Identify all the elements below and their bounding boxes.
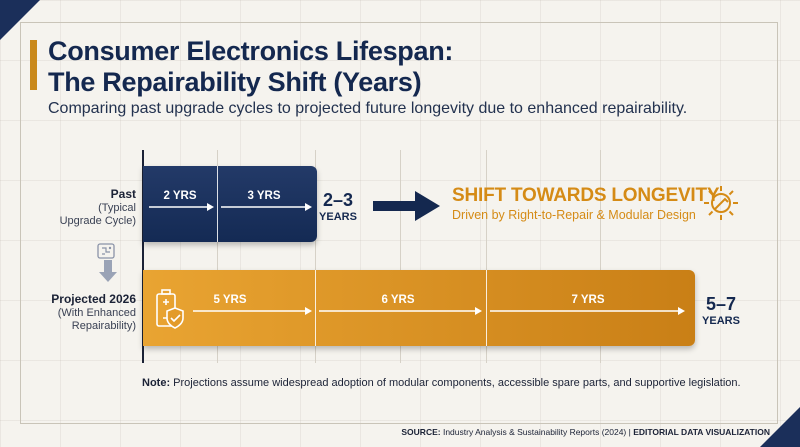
- chart-subtitle: Comparing past upgrade cycles to project…: [48, 100, 688, 117]
- segment-arrow: [193, 307, 312, 315]
- callout-title: SHIFT TOWARDS LONGEVITY: [452, 185, 720, 206]
- gridline: [600, 150, 601, 363]
- tick-label-past-1: 3 YRS: [247, 190, 281, 202]
- range-label-past: 2–3 YEARS: [318, 190, 358, 224]
- bar-past: 2 YRS 3 YRS: [143, 166, 317, 242]
- source-text: Industry Analysis & Sustainability Repor…: [440, 427, 634, 437]
- callout-subtitle: Driven by Right-to-Repair & Modular Desi…: [452, 208, 696, 222]
- segment-arrow: [319, 307, 482, 315]
- gridline: [400, 150, 401, 363]
- range-projected-unit: YEARS: [702, 315, 740, 327]
- gear-icon: [704, 186, 738, 220]
- row-label-projected: Projected 2026 (With Enhanced Repairabil…: [51, 292, 136, 333]
- y-axis-line: [142, 150, 144, 363]
- title-accent-bar: [30, 40, 37, 90]
- chart-title-line1: Consumer Electronics Lifespan:: [48, 36, 454, 66]
- row-label-projected-sub2: Repairability): [71, 320, 136, 332]
- right-arrow-icon: [373, 191, 440, 221]
- tick-label-past-0: 2 YRS: [163, 190, 197, 202]
- bar-projected: 5 YRS 6 YRS 7 YRS: [143, 270, 695, 346]
- gridline: [315, 150, 316, 363]
- row-label-past: Past (Typical Upgrade Cycle): [60, 187, 136, 228]
- row-label-past-sub1: (Typical: [98, 202, 136, 214]
- gridline: [217, 150, 218, 363]
- tick-label-projected-1: 6 YRS: [381, 294, 415, 306]
- chart-title: Consumer Electronics Lifespan: The Repai…: [48, 36, 453, 98]
- row-label-projected-sub1: (With Enhanced: [57, 307, 136, 319]
- segment-divider: [217, 166, 218, 242]
- tick-label-projected-2: 7 YRS: [571, 294, 605, 306]
- gridline: [486, 150, 487, 363]
- chart-frame: [20, 22, 778, 424]
- tick-label-projected-0: 5 YRS: [213, 294, 247, 306]
- segment-arrow: [490, 307, 685, 315]
- corner-accent-top-left: [0, 0, 40, 40]
- footnote: Note: Projections assume widespread adop…: [142, 377, 741, 389]
- footnote-label: Note:: [142, 377, 171, 389]
- segment-arrow: [149, 203, 214, 211]
- range-past-value: 2–3: [322, 190, 354, 210]
- source-credit: SOURCE: Industry Analysis & Sustainabili…: [401, 427, 770, 437]
- row-label-projected-title: Projected 2026: [51, 292, 136, 306]
- segment-arrow: [221, 203, 312, 211]
- segment-divider: [315, 270, 316, 346]
- source-label: SOURCE:: [401, 427, 441, 437]
- battery-shield-icon: [156, 289, 184, 329]
- corner-accent-bottom-right: [760, 407, 800, 447]
- chart-title-line2: The Repairability Shift (Years): [48, 67, 422, 97]
- range-past-unit: YEARS: [319, 211, 357, 223]
- source-tag: EDITORIAL DATA VISUALIZATION: [633, 427, 770, 437]
- row-label-past-title: Past: [110, 187, 136, 201]
- range-projected-value: 5–7: [705, 294, 737, 314]
- row-label-past-sub2: Upgrade Cycle): [59, 215, 136, 227]
- footnote-text: Projections assume widespread adoption o…: [170, 377, 741, 389]
- range-label-projected: 5–7 YEARS: [698, 294, 744, 328]
- circuit-arrow-icon: [97, 243, 117, 282]
- segment-divider: [486, 270, 487, 346]
